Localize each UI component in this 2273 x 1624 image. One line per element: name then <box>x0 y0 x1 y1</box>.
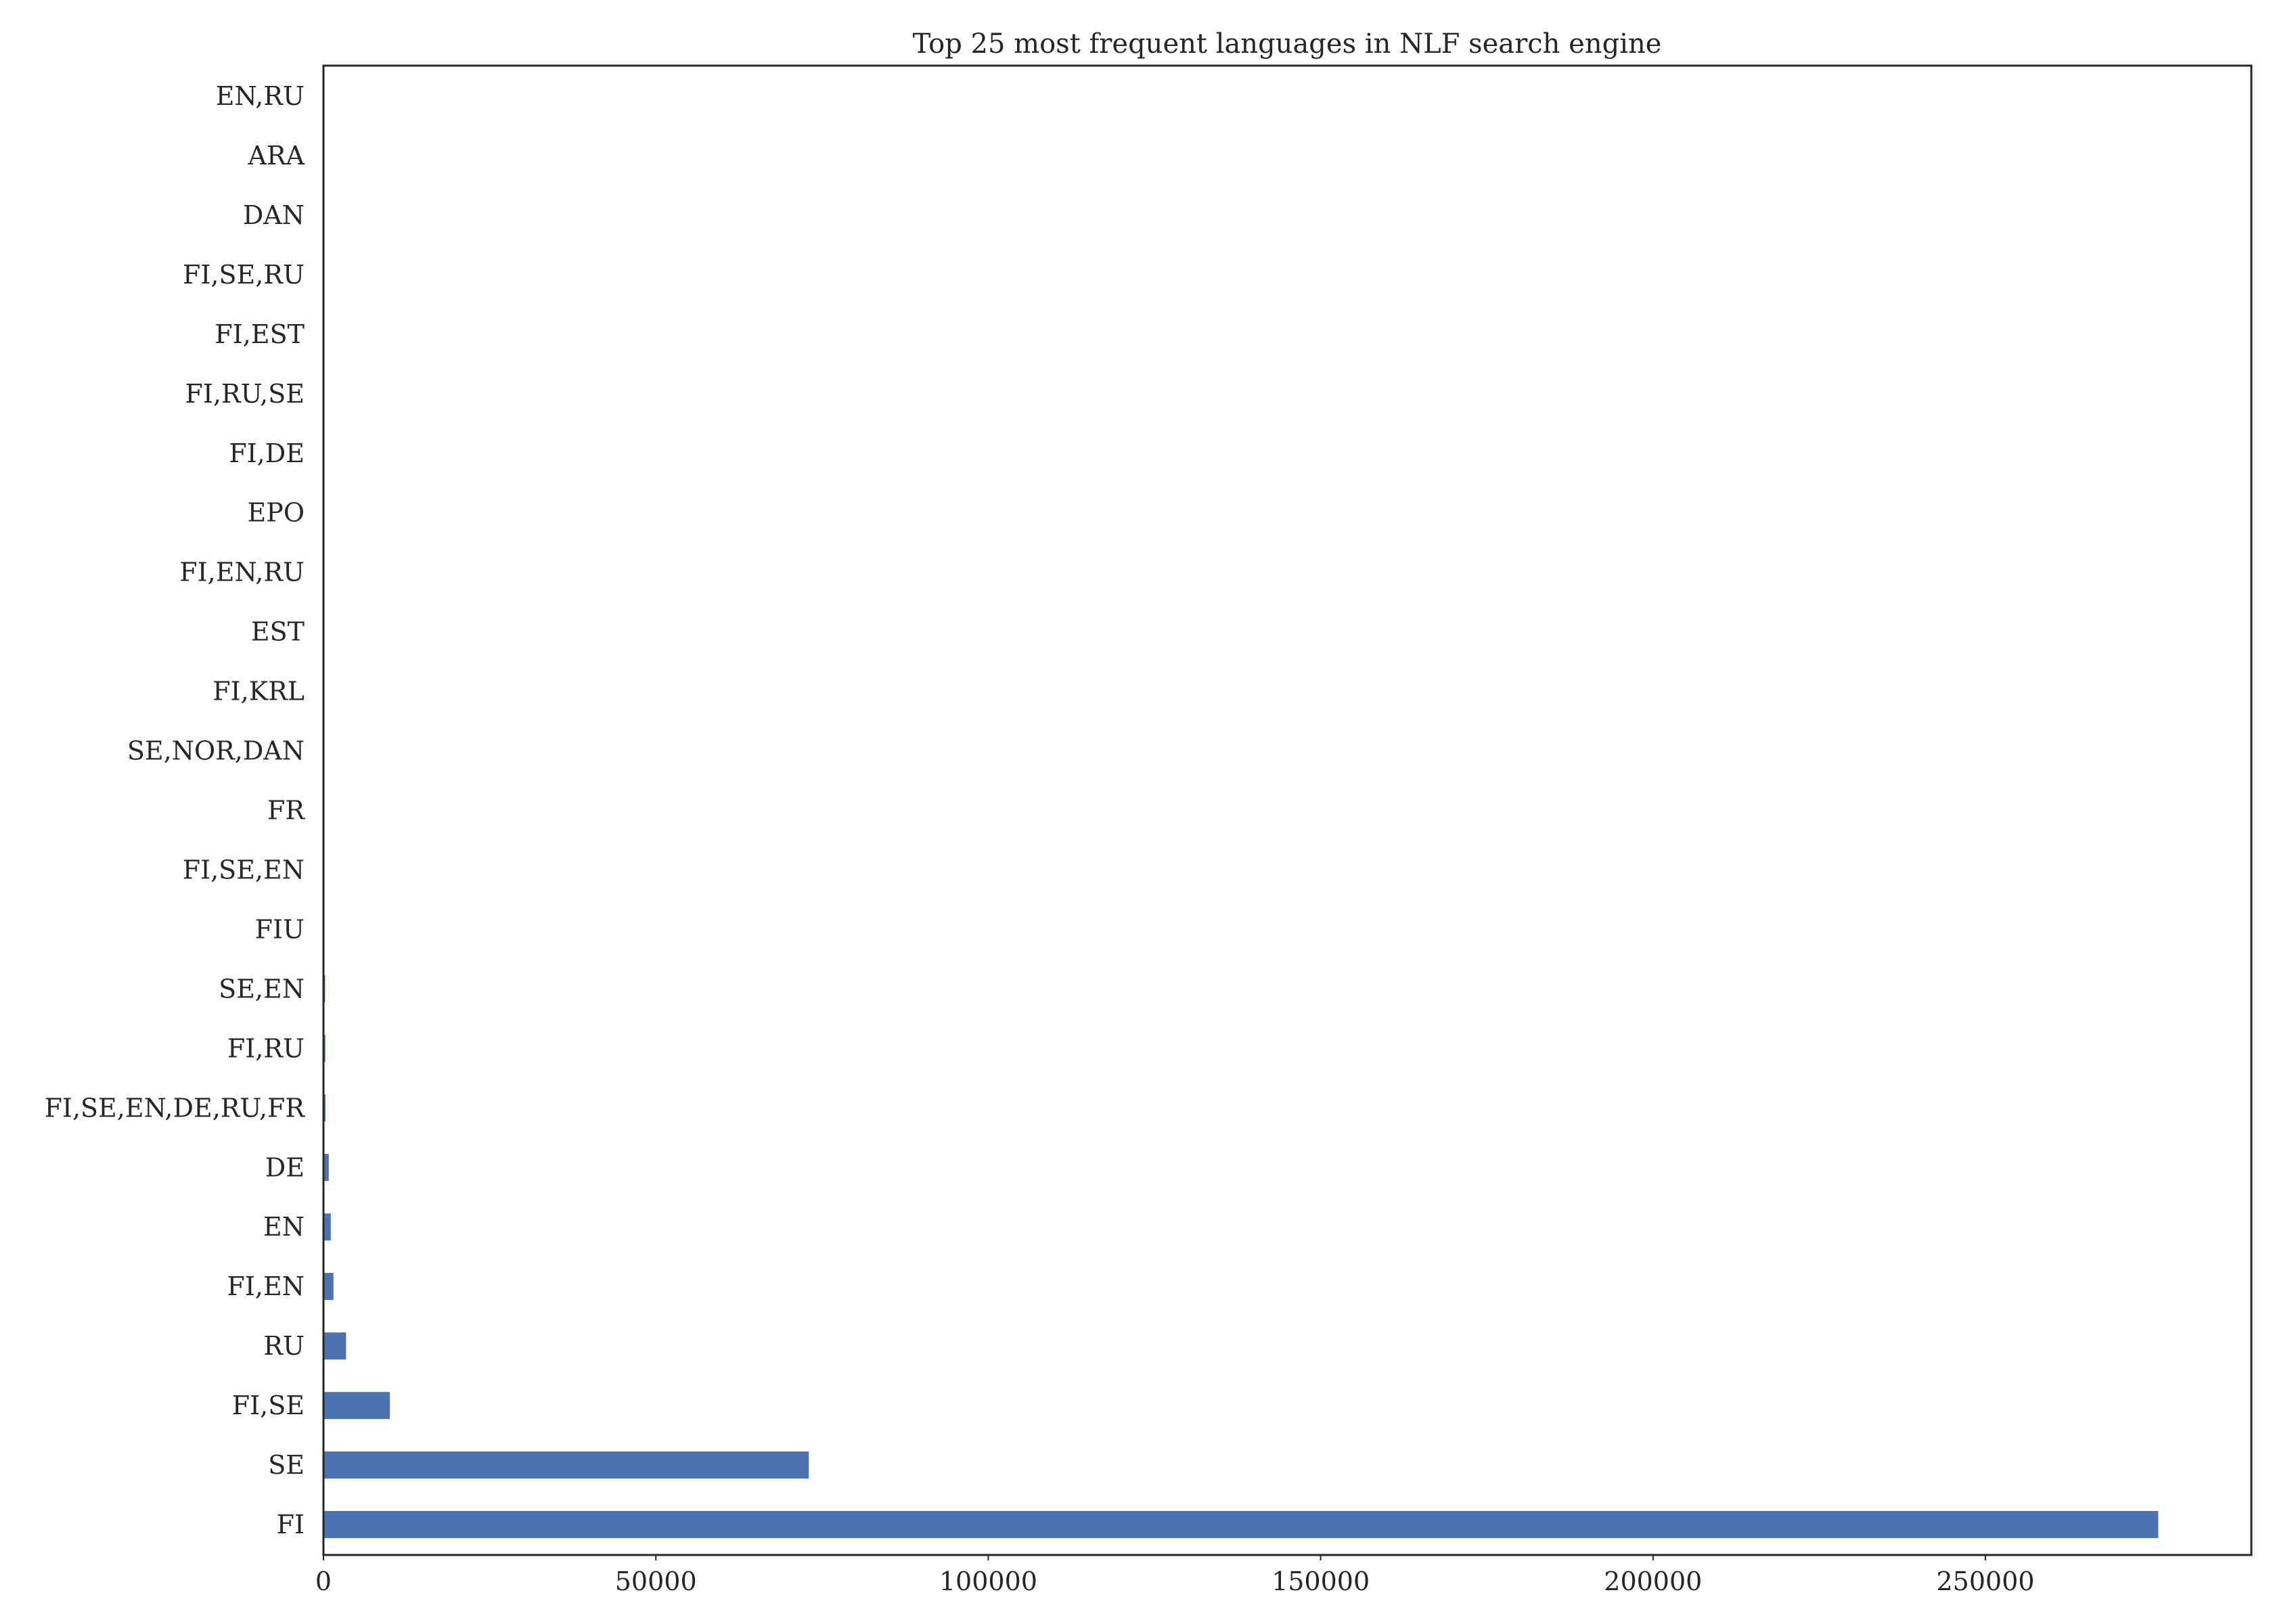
y-tick-label: SE <box>268 1450 305 1480</box>
y-tick-label: DAN <box>243 200 305 230</box>
x-tick-labels: 0 50000 100000 150000 200000 250000 <box>315 1555 2035 1596</box>
bar-de <box>323 1154 329 1181</box>
y-tick-label: EST <box>251 617 305 647</box>
plot-frame <box>322 64 2253 1556</box>
bar-fi <box>323 1511 2159 1538</box>
y-tick-label: FR <box>267 796 305 826</box>
y-tick-label: FI,SE,RU <box>183 260 305 290</box>
y-tick-label: FI,RU <box>227 1033 305 1063</box>
y-tick-labels: FI SE FI,SE RU FI,EN EN DE FI,SE,EN,DE,RU,FR FI,… <box>45 81 306 1539</box>
x-tick-label: 50000 <box>615 1566 697 1596</box>
y-tick-label: ARA <box>248 141 305 171</box>
y-tick-label: FI,KRL <box>212 677 305 706</box>
bar-ru <box>323 1332 346 1360</box>
x-tick-label: 150000 <box>1271 1566 1370 1596</box>
bar-fi-en <box>323 1273 334 1301</box>
y-tick-label: EN,RU <box>216 81 305 111</box>
y-tick-label: FI,DE <box>229 438 305 468</box>
x-tick-label: 0 <box>315 1566 332 1596</box>
y-tick-label: SE,EN <box>219 974 305 1003</box>
y-tick-label: FI <box>277 1510 305 1539</box>
y-tick-label: EN <box>263 1212 305 1242</box>
y-tick-label: FI,SE,EN <box>183 855 305 884</box>
y-tick-label: FI,EN,RU <box>179 558 305 587</box>
y-tick-label: RU <box>263 1331 305 1361</box>
y-tick-label: FI,RU,SE <box>185 379 305 409</box>
y-tick-label: FI,SE,EN,DE,RU,FR <box>45 1093 306 1123</box>
y-tick-label: FI,EST <box>215 319 305 349</box>
y-tick-label: EPO <box>248 498 305 528</box>
chart-title: Top 25 most frequent languages in NLF se… <box>913 28 1662 60</box>
bar-en <box>323 1213 331 1241</box>
y-tick-label: FI,EN <box>227 1271 305 1301</box>
bars-layer <box>323 83 2159 1538</box>
x-tick-label: 200000 <box>1604 1566 1702 1596</box>
y-tick-label: FIU <box>255 914 305 944</box>
bar-se <box>323 1451 809 1479</box>
bar-fi-se <box>323 1392 390 1420</box>
x-tick-label: 100000 <box>939 1566 1037 1596</box>
y-tick-label: DE <box>265 1152 305 1182</box>
y-tick-label: SE,NOR,DAN <box>127 736 305 766</box>
y-tick-label: FI,SE <box>232 1391 305 1420</box>
x-tick-label: 250000 <box>1937 1566 2035 1596</box>
